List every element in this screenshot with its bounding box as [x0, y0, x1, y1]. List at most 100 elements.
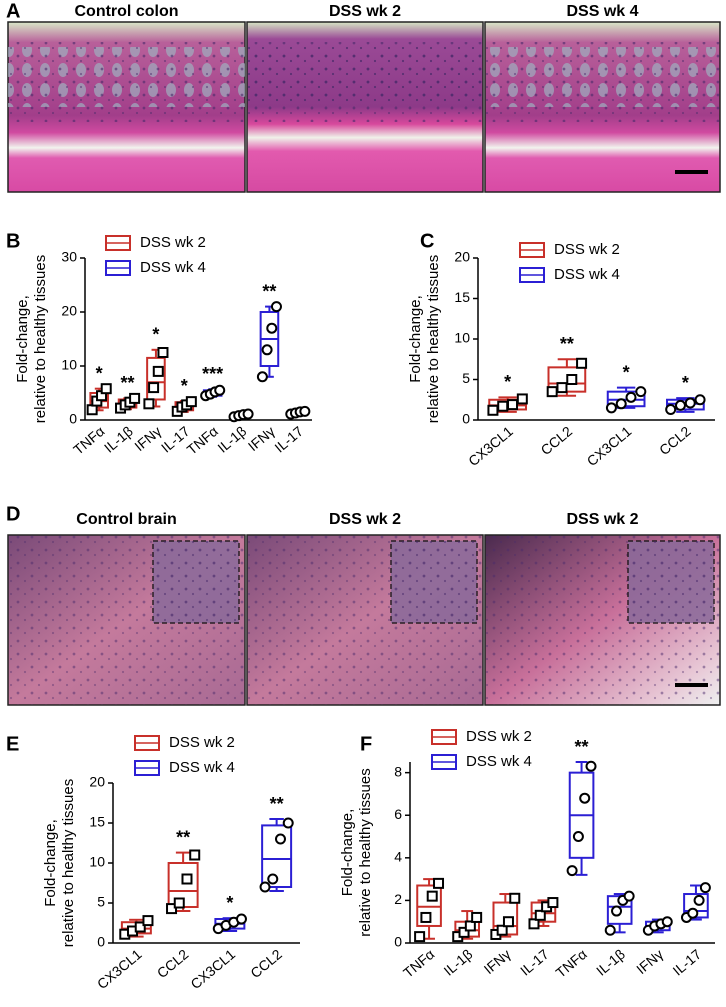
x-tick-label: CX3CL1: [187, 946, 238, 992]
data-point: [235, 913, 247, 925]
x-tick-label: IFNγ: [245, 423, 278, 454]
data-point: [259, 881, 271, 893]
data-point: [189, 849, 201, 861]
data-point: [615, 398, 627, 410]
data-point: [282, 817, 294, 829]
y-tick-label: 20: [89, 774, 105, 790]
panel-label: C: [420, 230, 434, 252]
legend-label: DSS wk 2: [554, 241, 620, 258]
data-point: [267, 873, 279, 885]
panel-label: F: [360, 733, 372, 755]
data-point: [142, 915, 154, 927]
y-tick-label: 10: [89, 854, 105, 870]
data-point: [579, 792, 591, 804]
data-point: [684, 397, 696, 409]
cells: [485, 42, 720, 122]
x-tick-label: TNFα: [553, 946, 590, 981]
data-point: [214, 384, 226, 396]
cells: [247, 42, 483, 122]
significance: *: [96, 363, 103, 383]
data-point: [299, 405, 311, 417]
data-point: [687, 907, 699, 919]
y-tick-label: 5: [97, 894, 105, 910]
data-point: [507, 399, 519, 411]
data-point: [576, 357, 588, 369]
significance: *: [504, 372, 511, 392]
x-tick-label: CCL2: [154, 946, 192, 981]
significance: **: [270, 794, 284, 814]
legend-label: DSS wk 2: [466, 728, 532, 745]
data-point: [566, 374, 578, 385]
inset-cells: [391, 541, 477, 623]
legend-label: DSS wk 4: [140, 259, 206, 276]
image-title: DSS wk 2: [329, 3, 401, 20]
x-tick-label: IL-1β: [214, 423, 249, 456]
y-axis-label: Fold-change,: [14, 295, 31, 383]
x-tick-label: IFNγ: [633, 946, 666, 977]
significance: *: [152, 325, 159, 345]
y-axis-label: Fold-change,: [407, 295, 424, 383]
data-point: [585, 760, 597, 772]
data-point: [502, 916, 514, 928]
data-point: [148, 382, 160, 394]
y-tick-label: 4: [394, 849, 402, 865]
data-point: [242, 408, 254, 420]
image-title: DSS wk 2: [329, 511, 401, 528]
data-point: [623, 890, 635, 902]
y-axis-label: relative to healthy tissues: [32, 255, 49, 423]
significance: **: [262, 281, 276, 301]
significance: *: [623, 362, 630, 382]
x-tick-label: IFNγ: [481, 946, 514, 977]
data-point: [143, 398, 155, 410]
data-point: [534, 909, 546, 921]
y-tick-label: 2: [394, 891, 402, 907]
data-point: [674, 399, 686, 411]
x-tick-label: TNFα: [70, 423, 107, 458]
data-point: [100, 383, 112, 395]
y-tick-label: 6: [394, 806, 402, 822]
significance: ***: [202, 364, 223, 384]
x-tick-label: TNFα: [184, 423, 221, 458]
cells: [8, 42, 245, 122]
y-axis-label: relative to healthy tissues: [357, 768, 374, 936]
data-point: [556, 382, 568, 394]
data-point: [496, 924, 508, 936]
x-tick-label: CCL2: [247, 946, 285, 981]
x-tick-label: IL-17: [670, 946, 705, 979]
data-point: [166, 903, 178, 915]
data-point: [528, 918, 540, 930]
significance: **: [575, 737, 589, 757]
y-tick-label: 10: [61, 357, 77, 373]
data-point: [129, 392, 141, 404]
data-point: [414, 931, 426, 943]
data-point: [516, 393, 528, 405]
y-axis-label: relative to healthy tissues: [425, 255, 442, 423]
x-tick-label: IL-17: [271, 423, 306, 456]
y-tick-label: 15: [89, 814, 105, 830]
x-tick-label: IL-17: [517, 946, 552, 979]
significance: *: [226, 893, 233, 913]
y-tick-label: 20: [61, 303, 77, 319]
inset-cells: [153, 541, 239, 623]
panel-label: D: [6, 503, 20, 525]
data-point: [274, 833, 286, 845]
panel-label: A: [6, 0, 20, 22]
data-point: [261, 344, 273, 356]
x-tick-label: CX3CL1: [465, 423, 516, 469]
data-point: [661, 916, 673, 928]
y-axis-label: Fold-change,: [339, 809, 356, 897]
data-point: [694, 394, 706, 406]
box: [146, 356, 166, 401]
data-point: [611, 905, 623, 917]
significance: **: [560, 334, 574, 354]
data-point: [134, 921, 146, 933]
data-point: [266, 322, 278, 334]
x-tick-label: CX3CL1: [584, 423, 635, 469]
data-point: [665, 403, 677, 415]
data-point: [635, 386, 647, 398]
y-tick-label: 15: [454, 289, 470, 305]
data-point: [566, 865, 578, 877]
legend-label: DSS wk 2: [169, 734, 235, 751]
data-point: [487, 404, 499, 416]
